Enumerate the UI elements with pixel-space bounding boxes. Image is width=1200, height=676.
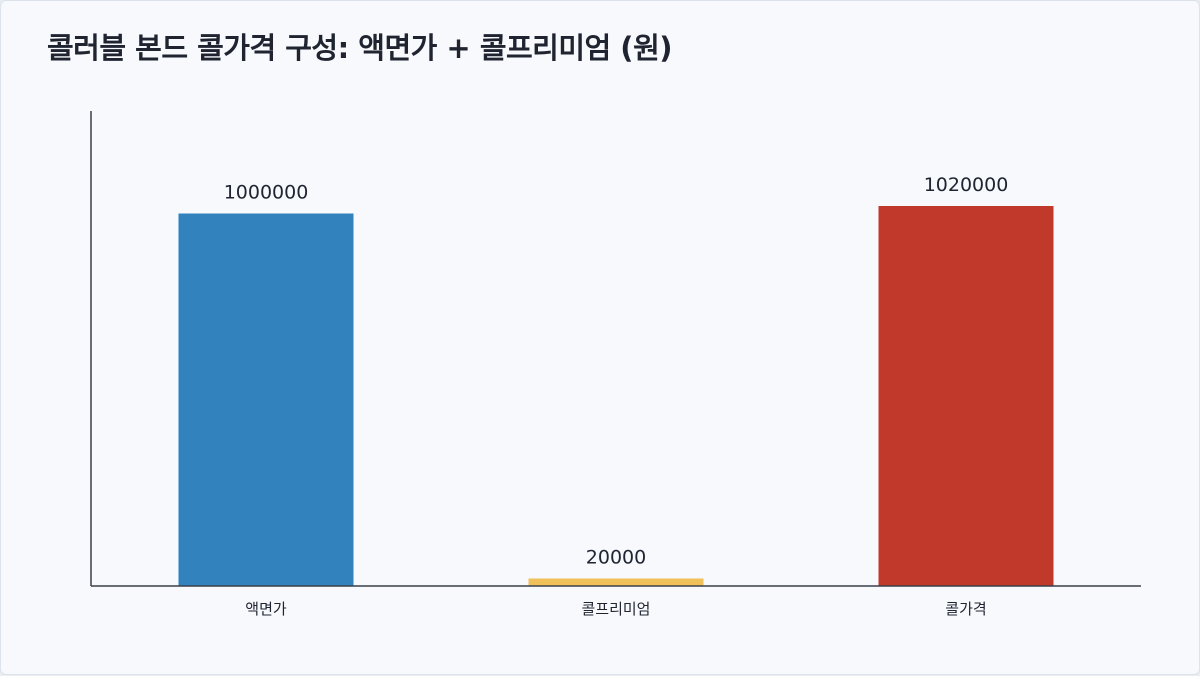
data-label-3: 1020000 <box>924 174 1009 196</box>
bars-layer <box>178 206 1054 586</box>
chart-title: 콜러블 본드 콜가격 구성: 액면가 + 콜프리미엄 (원) <box>47 31 673 65</box>
bar-2 <box>528 578 704 586</box>
data-labels-layer: 1000000 20000 1020000 <box>224 174 1009 569</box>
x-tick-labels-layer: 액면가 콜프리미엄 콜가격 <box>245 600 986 618</box>
data-label-2: 20000 <box>586 547 646 569</box>
x-tick-label-1: 액면가 <box>245 600 287 618</box>
data-label-1: 1000000 <box>224 182 309 204</box>
bar-1 <box>178 213 354 586</box>
x-tick-label-2: 콜프리미엄 <box>581 600 650 618</box>
x-tick-label-3: 콜가격 <box>945 600 986 618</box>
bar-3 <box>878 206 1054 586</box>
